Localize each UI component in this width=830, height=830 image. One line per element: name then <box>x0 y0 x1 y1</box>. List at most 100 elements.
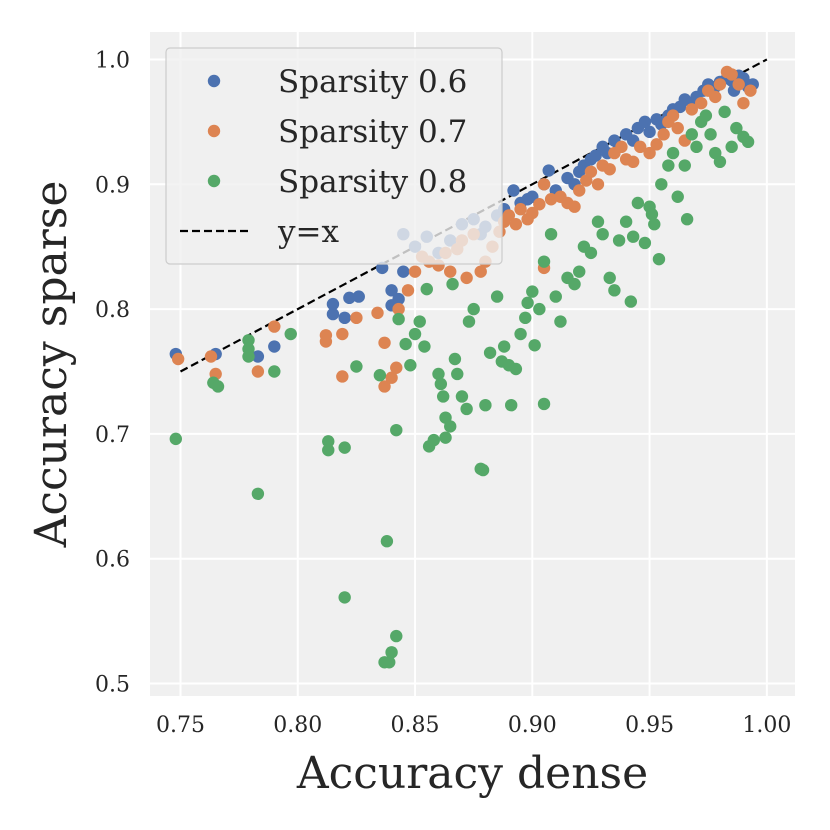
data-point <box>666 109 680 122</box>
data-point <box>678 159 691 172</box>
data-point <box>626 230 640 243</box>
data-point <box>615 140 628 154</box>
y-tick-label: 0.7 <box>95 423 130 448</box>
data-point <box>319 335 333 348</box>
data-point <box>725 68 738 81</box>
data-point <box>584 165 598 178</box>
data-point <box>390 361 403 374</box>
data-point <box>350 360 363 373</box>
data-point <box>418 340 431 353</box>
data-point <box>397 265 410 278</box>
y-tick-label: 0.6 <box>95 548 130 573</box>
data-point <box>514 203 527 216</box>
data-point <box>624 295 638 308</box>
data-point <box>251 350 265 363</box>
data-point <box>268 340 281 353</box>
data-point <box>657 128 670 141</box>
data-point <box>741 135 755 149</box>
data-point <box>432 367 445 381</box>
legend-label: Sparsity 0.6 <box>278 64 467 100</box>
data-point <box>709 90 722 104</box>
data-point <box>451 367 464 381</box>
data-point <box>380 535 394 548</box>
data-point <box>634 140 647 154</box>
legend-box <box>165 47 503 265</box>
legend-marker <box>207 74 221 88</box>
data-point <box>568 200 581 213</box>
x-tick-label: 0.90 <box>508 713 557 738</box>
x-tick-label: 0.75 <box>156 713 205 738</box>
data-point <box>336 327 349 341</box>
data-point <box>392 302 405 316</box>
data-point <box>521 296 534 310</box>
data-point <box>371 306 384 320</box>
data-point <box>343 291 356 305</box>
data-point <box>631 196 645 210</box>
data-point <box>448 352 462 366</box>
data-point <box>408 265 422 278</box>
data-point <box>322 443 335 457</box>
data-point <box>242 350 255 363</box>
data-point <box>378 336 391 349</box>
data-point <box>732 78 745 91</box>
legend: Sparsity 0.6 Sparsity 0.7 Sparsity 0.8 y=x <box>165 47 503 265</box>
data-point <box>638 115 652 129</box>
y-tick-label: 0.8 <box>95 298 130 323</box>
legend-marker <box>207 174 221 188</box>
data-point <box>650 138 663 151</box>
data-point <box>211 380 225 393</box>
data-point <box>662 159 675 172</box>
data-point <box>502 209 516 222</box>
data-point <box>591 215 605 228</box>
data-point <box>404 359 417 372</box>
data-point <box>350 311 363 325</box>
data-point <box>326 307 340 321</box>
data-point <box>638 236 652 250</box>
data-point <box>479 398 492 412</box>
data-point <box>713 78 727 91</box>
data-point <box>204 350 218 363</box>
data-point <box>169 432 182 446</box>
legend-label: y=x <box>277 214 339 250</box>
data-point <box>434 377 448 391</box>
data-point <box>413 315 426 328</box>
x-tick-label: 0.95 <box>625 713 674 738</box>
data-point <box>526 285 539 298</box>
data-point <box>645 208 659 221</box>
data-point <box>584 246 598 260</box>
data-point <box>242 334 255 347</box>
data-point <box>573 265 586 278</box>
data-point <box>591 178 605 191</box>
data-point <box>390 423 403 437</box>
data-point <box>460 271 473 285</box>
data-point <box>483 346 497 359</box>
data-point <box>427 433 440 447</box>
data-point <box>401 284 415 297</box>
y-tick-label: 1.0 <box>95 48 130 73</box>
data-point <box>537 397 551 411</box>
y-tick-label: 0.5 <box>95 673 130 698</box>
data-point <box>519 311 532 325</box>
data-point <box>589 149 602 162</box>
data-point <box>268 320 281 333</box>
data-point <box>554 315 567 328</box>
data-point <box>420 282 433 296</box>
data-point <box>643 146 656 160</box>
series-3-points <box>169 105 755 669</box>
data-point <box>744 84 757 97</box>
data-point <box>542 164 555 177</box>
data-point <box>690 140 703 154</box>
data-point <box>268 365 281 378</box>
data-point <box>568 277 581 291</box>
x-tick-label: 0.80 <box>273 713 322 738</box>
legend-label: Sparsity 0.8 <box>278 164 467 200</box>
data-point <box>671 190 684 203</box>
data-point <box>385 371 398 384</box>
data-point <box>596 227 609 241</box>
data-point <box>507 184 520 197</box>
data-point <box>505 398 518 412</box>
data-point <box>533 302 546 316</box>
data-point <box>284 327 297 341</box>
data-point <box>460 402 473 416</box>
data-point <box>408 327 422 341</box>
